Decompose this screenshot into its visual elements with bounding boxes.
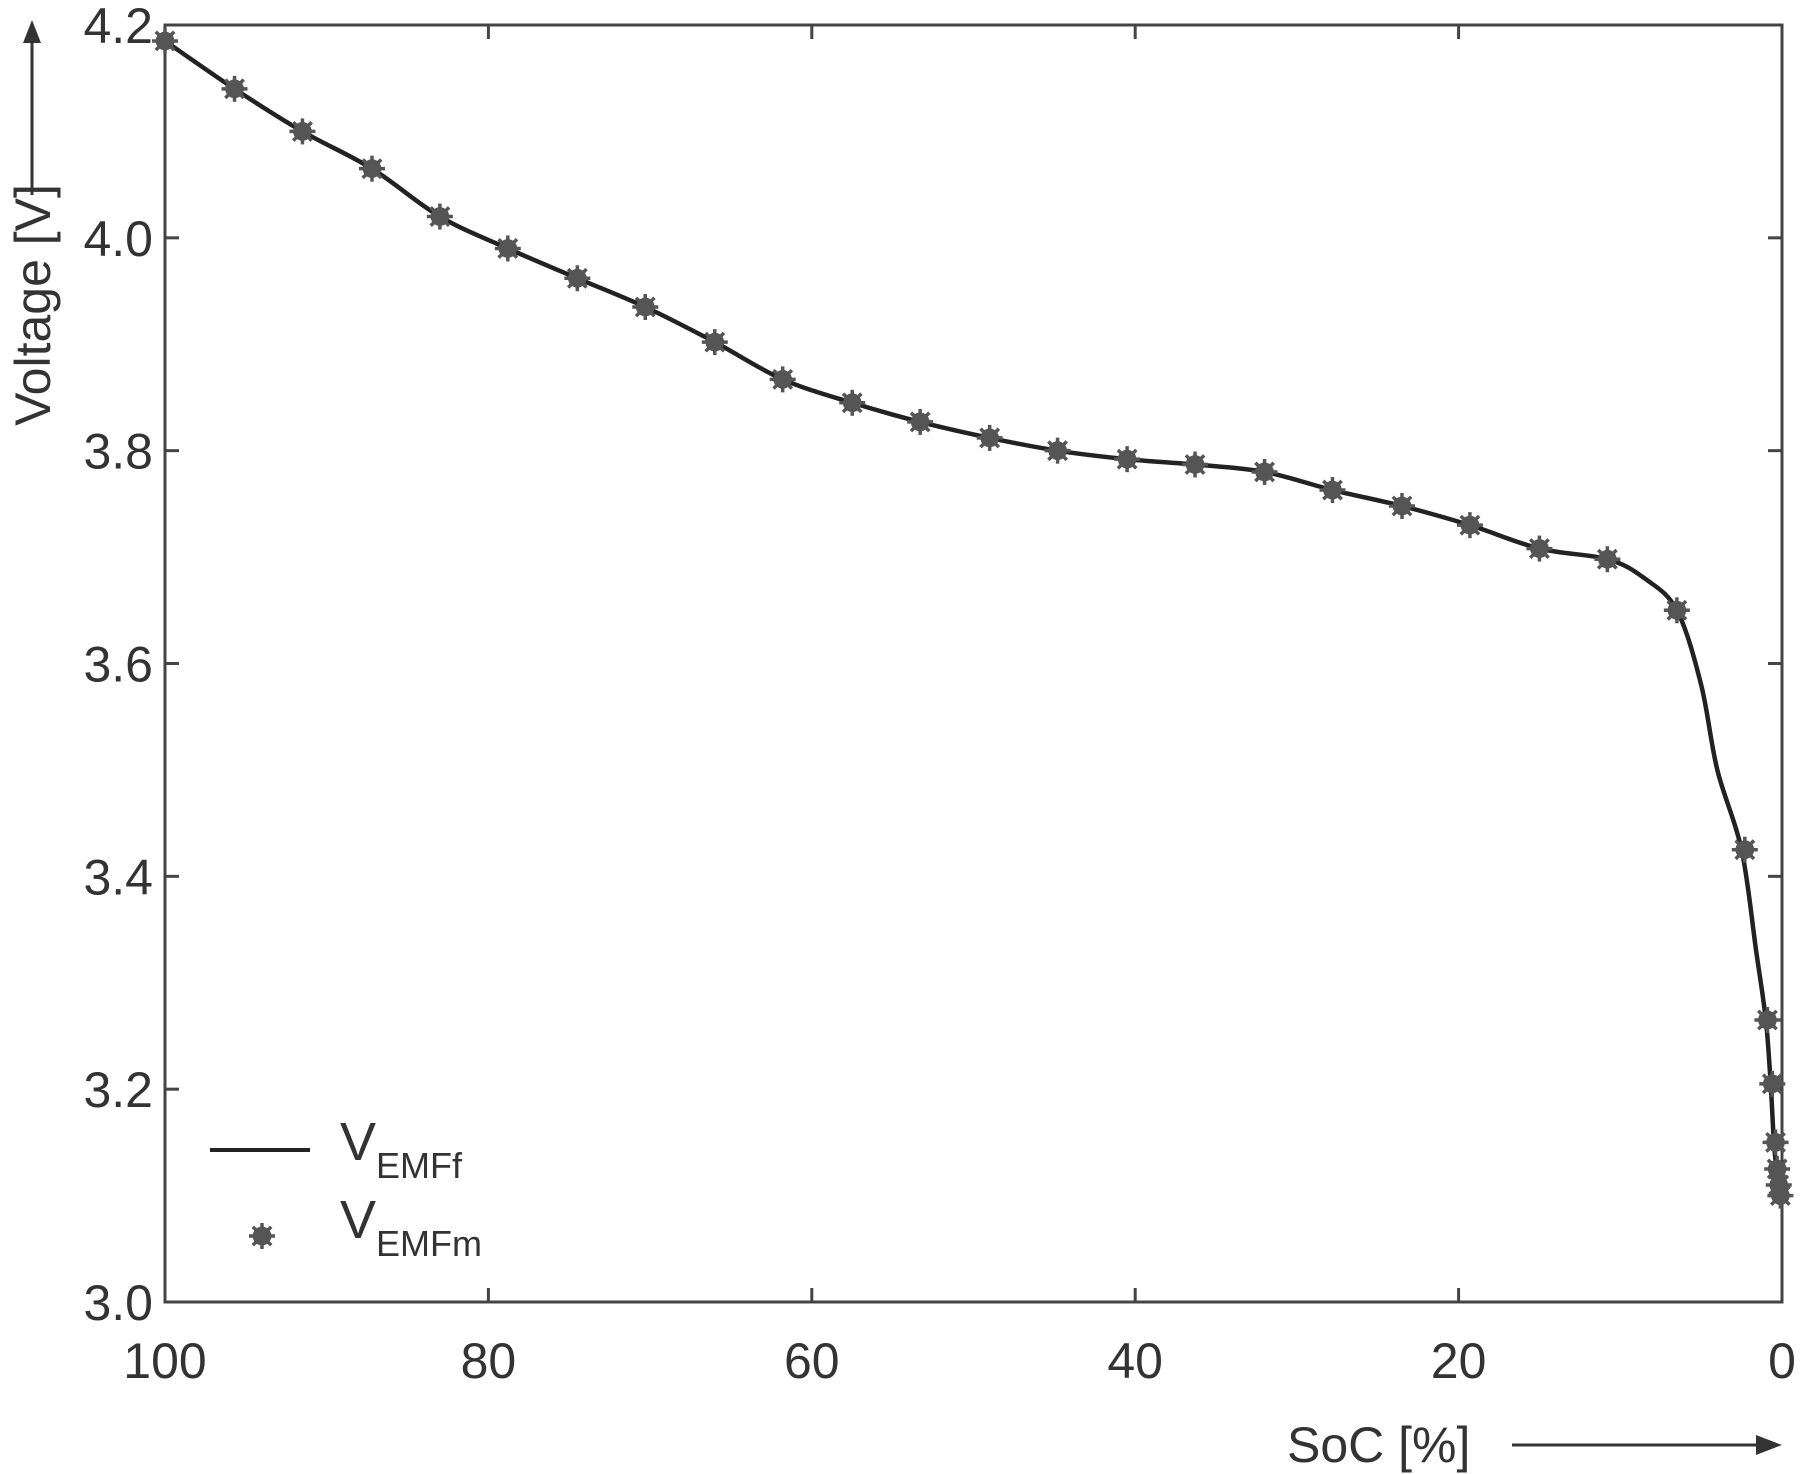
x-tick-label: 60 [784,1333,840,1389]
legend-star [249,1223,275,1249]
legend: VEMFf VEMFm [210,1112,482,1264]
series-layer [152,27,1794,1209]
legend-label-emff-main: V [340,1112,376,1172]
y-axis-title: Voltage [V] [5,184,61,426]
x-tick-label: 0 [1768,1333,1796,1389]
data-point-emfm [358,155,385,182]
legend-star-marker [249,1223,275,1249]
data-point-emfm [1251,458,1278,485]
data-point-emfm [1319,477,1346,504]
y-axis-title-group: Voltage [V] [5,20,61,426]
data-point-emfm [1759,1070,1786,1097]
y-tick-label: 3.8 [83,424,153,480]
data-point-emfm [1456,512,1483,539]
data-point-emfm [1767,1182,1794,1209]
legend-label-emfm: VEMFm [340,1190,482,1264]
x-tick-label: 80 [461,1333,517,1389]
data-point-emfm [152,27,178,54]
x-axis: 100 80 60 40 20 0 [123,25,1796,1389]
data-point-emfm [1044,437,1071,464]
data-point-emfm [1389,493,1416,520]
x-tick-label: 40 [1107,1333,1163,1389]
y-axis-arrow-head [23,20,41,43]
data-point-emfm [564,265,591,292]
y-tick-label: 4.2 [83,0,153,54]
legend-label-emfm-main: V [340,1190,376,1250]
x-axis-title: SoC [%] [1287,1417,1470,1473]
data-point-emfm [1663,597,1690,624]
data-point-emfm [494,235,521,262]
y-tick-label: 4.0 [83,211,153,267]
data-point-emfm [839,389,866,416]
data-point-emfm [1731,836,1758,863]
data-point-emfm [1754,1006,1781,1033]
data-point-emfm [221,75,248,102]
data-point-emfm [769,366,796,393]
series-line-emff [163,39,1783,1196]
x-tick-label: 100 [123,1333,206,1389]
y-tick-label: 3.6 [83,637,153,693]
x-tick-label: 20 [1431,1333,1487,1389]
plot-area-frame [163,23,1784,1304]
data-point-emfm [632,294,659,321]
data-point-emfm [1594,546,1621,573]
data-point-emfm [701,329,728,356]
data-point-emfm [976,424,1003,451]
data-point-emfm [1182,451,1209,478]
y-tick-label: 3.2 [83,1062,153,1118]
data-point-emfm [907,408,934,435]
data-point-emfm [1762,1129,1789,1156]
legend-label-emff: VEMFf [340,1112,463,1186]
x-axis-title-group: SoC [%] [1287,1417,1782,1473]
data-point-emfm [1526,535,1553,562]
y-tick-label: 3.4 [83,849,153,905]
data-point-emfm [1114,446,1141,473]
y-tick-label: 3.0 [83,1275,153,1331]
y-axis: 3.0 3.2 3.4 3.6 3.8 4.0 4.2 [83,0,1782,1331]
x-axis-arrow-head [1756,1435,1782,1455]
data-point-emfm [289,118,316,145]
legend-label-emfm-sub: EMFm [376,1223,482,1264]
data-point-emfm [426,203,453,230]
legend-label-emff-sub: EMFf [376,1145,463,1186]
